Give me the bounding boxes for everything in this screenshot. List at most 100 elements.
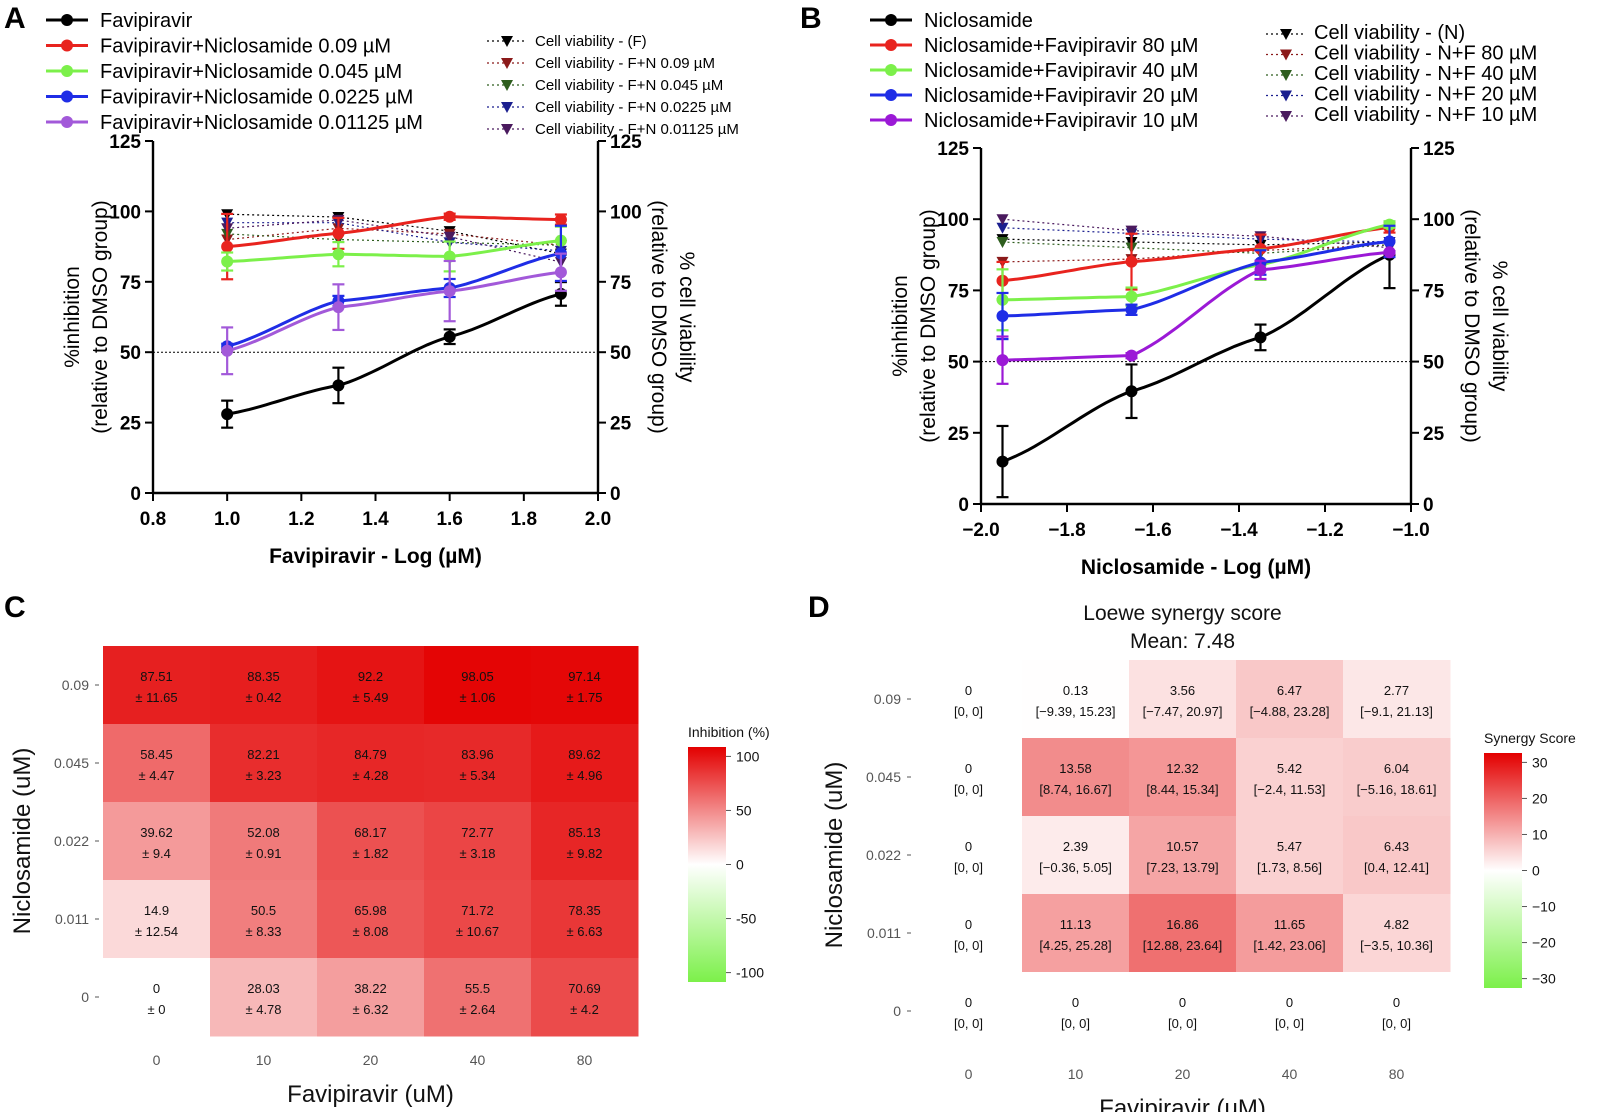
x-tick-label: 20 [363,1052,379,1068]
y-tick-label-right: 0 [1423,495,1434,516]
colorbar-tick-label: 50 [736,802,752,818]
heat-cell [1129,894,1237,973]
viability-point [996,214,1009,226]
x-tick-label: 40 [470,1052,486,1068]
legend-swatch-dot [885,114,897,126]
viability-point [996,236,1009,248]
cell-spread: ± 3.18 [459,846,495,861]
data-point [996,310,1009,323]
cell-spread: ± 0.42 [245,690,281,705]
x-tick-label: 20 [1175,1066,1191,1082]
y-tick-label-right: 75 [610,273,632,294]
cell-spread: [1.73, 8.56] [1257,860,1322,875]
legend-label: Niclosamide+Favipiravir 20 µM [924,85,1198,107]
cell-spread: [−2.4, 11.53] [1254,782,1326,797]
x-tick-label: 10 [1068,1066,1084,1082]
heat-cell [210,646,318,725]
cell-spread: [0, 0] [954,704,983,719]
y-tick-label-right: 125 [1423,139,1455,160]
y-tick-label-left: 125 [937,139,969,160]
heat-cell [915,738,1023,817]
colorbar-title: Inhibition (%) [688,724,770,740]
heat-cell [915,660,1023,739]
cell-value: 65.98 [354,903,387,918]
data-point [1383,218,1396,231]
cell-spread: ± 5.49 [352,690,388,705]
legend-viability-marker [501,102,513,113]
cell-value: 6.04 [1384,761,1409,776]
cell-spread: ± 4.47 [138,768,174,783]
cell-value: 70.69 [568,981,601,996]
data-point [443,285,456,298]
heat-cell [1129,972,1237,1051]
data-point [1125,255,1138,268]
fit-curve-1 [1002,226,1390,283]
cell-value: 50.5 [251,903,276,918]
y-tick-label-left: 25 [948,424,970,445]
heat-cell [1129,738,1237,817]
y-tick-label-left: 75 [120,273,142,294]
cell-spread: [0, 0] [954,938,983,953]
x-tick-label: −1.4 [1220,520,1258,541]
y-axis-label: Niclosamide (uM) [821,762,848,949]
legend-label: Favipiravir+Niclosamide 0.045 µM [100,61,402,83]
cell-value: 2.77 [1384,683,1409,698]
y-tick-label-right: 50 [610,343,631,364]
cell-value: 97.14 [568,669,601,684]
heat-cell [210,958,318,1037]
chart-a: 0 0 25 25 50 50 75 75 100 100 125 125 0.8 1.0 1.2 1.4 1.… [46,10,739,568]
cell-value: 71.72 [461,903,494,918]
legend-swatch-dot [885,14,897,26]
x-tick-label: 0.8 [140,509,166,530]
panel-letter-b: B [800,2,822,35]
legend-viability-marker [1280,29,1292,40]
x-tick-label: 1.8 [511,509,537,530]
y-axis-label-right-1: % cell viability [675,252,698,383]
legend-viability-label: Cell viability - N+F 40 µM [1314,63,1537,85]
colorbar-title: Synergy Score [1484,730,1576,746]
x-tick-label: 80 [577,1052,593,1068]
data-point [1125,303,1138,316]
heat-cell [1022,894,1130,973]
x-tick-label: 2.0 [585,509,611,530]
fit-curve-1 [227,215,561,249]
x-tick-label: −1.2 [1306,520,1344,541]
fit-curve-0 [226,292,562,416]
cell-spread: ± 9.4 [142,846,171,861]
legend-label: Favipiravir+Niclosamide 0.01125 µM [100,112,423,134]
chart-b: 0 0 25 25 50 50 75 75 100 100 125 125 −2.0 −1.8 −1.6 −1… [870,10,1537,579]
cell-value: 72.77 [461,825,494,840]
y-tick-label-left: 50 [120,343,141,364]
y-tick-label: 0 [81,989,89,1005]
data-point [554,266,567,279]
heat-cell [915,894,1023,973]
cell-value: 87.51 [140,669,173,684]
cell-spread: [0, 0] [1382,1016,1411,1031]
y-tick-label-right: 125 [610,132,642,153]
data-point [1254,263,1267,276]
colorbar-tick-label: 20 [1532,790,1548,806]
heat-cell [1343,660,1451,739]
cell-value: 83.96 [461,747,494,762]
fit-curve-2 [227,239,562,263]
heat-cell [1343,816,1451,895]
x-tick-label: 1.0 [214,509,240,530]
legend-viability-label: Cell viability - F+N 0.09 µM [535,55,715,72]
heat-cell [1022,816,1130,895]
cell-spread: [0, 0] [1061,1016,1090,1031]
data-point [996,455,1009,468]
y-tick-label: 0.011 [867,925,901,941]
heat-cell [1129,660,1237,739]
x-tick-label: −1.8 [1048,520,1086,541]
heat-cell [317,958,425,1037]
legend-viability-marker [501,124,513,135]
cell-value: 55.5 [465,981,490,996]
cell-spread: [−0.36, 5.05] [1039,860,1112,875]
colorbar-tick-label: 0 [1532,863,1540,879]
heatmap-subtitle: Mean: 7.48 [1130,630,1235,653]
cell-value: 12.32 [1166,761,1199,776]
x-axis-label: Favipiravir (uM) [287,1081,454,1108]
cell-value: 6.47 [1277,683,1302,698]
cell-spread: [−5.16, 18.61] [1357,782,1437,797]
fit-curve-3 [226,251,562,348]
